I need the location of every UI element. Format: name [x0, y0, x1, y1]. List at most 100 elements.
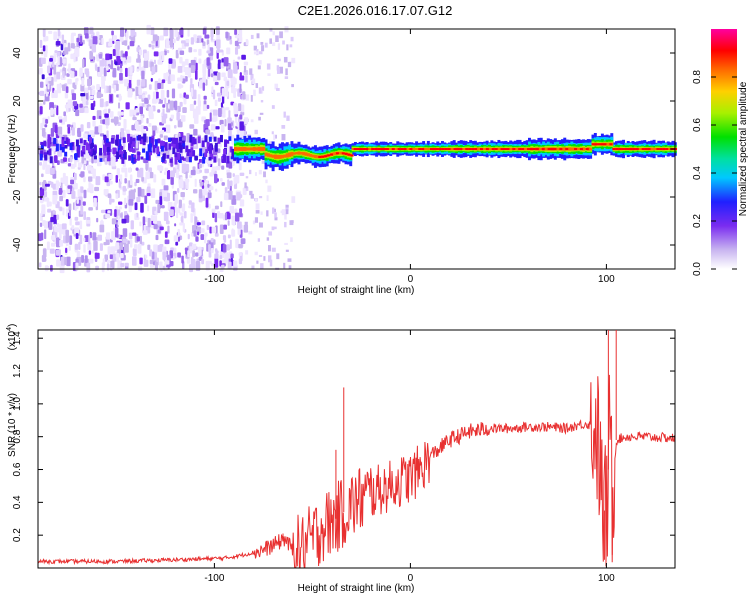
- spectrogram-ridge-cell: [85, 144, 89, 151]
- spectrogram-noise-cell: [168, 58, 173, 64]
- spectrogram-noise-cell: [176, 37, 180, 41]
- spectrogram-noise-cell: [67, 185, 73, 189]
- spectrogram-ridge-cell: [80, 150, 84, 157]
- spectrogram-ridge-core: [494, 148, 498, 151]
- spectrogram-ridge-cell: [228, 136, 232, 141]
- spectrogram-noise-cell: [91, 85, 96, 90]
- spectrogram-sparse-cell: [268, 245, 271, 252]
- spectrogram-noise-cell: [201, 220, 206, 226]
- spectrogram-noise-cell: [242, 91, 246, 100]
- spectrogram-noise-cell: [239, 75, 245, 81]
- spectrogram-sparse-cell: [244, 182, 247, 187]
- spectrogram-ridge: [39, 132, 678, 172]
- spectrogram-ridge-cell: [61, 139, 65, 147]
- spectrogram-sparse-cell: [285, 68, 288, 76]
- spectrogram-noise-cell: [41, 127, 46, 137]
- spectrogram-y-tick-label: 40: [12, 47, 23, 59]
- spectrogram-sparse-cell: [251, 265, 255, 269]
- spectrogram-noise-cell: [208, 244, 211, 252]
- spectrogram-noise-cell: [226, 211, 231, 220]
- spectrogram-ridge-cell: [81, 146, 85, 152]
- spectrogram-sparse-cell: [254, 217, 259, 223]
- spectrogram-noise-cell: [214, 248, 218, 252]
- spectrogram-noise-cell: [170, 114, 175, 119]
- spectrogram-noise-cell: [233, 260, 238, 267]
- spectrogram-noise-cell: [43, 52, 48, 58]
- spectrogram-sparse-cell: [245, 186, 249, 191]
- spectrogram-ridge-cell: [156, 146, 160, 155]
- spectrogram-sparse-cell: [266, 210, 269, 217]
- spectrogram-ridge-cell: [509, 147, 513, 151]
- spectrogram-noise-cell: [191, 202, 195, 213]
- spectrogram-ridge-cell: [172, 147, 176, 155]
- spectrogram-ridge-cell: [53, 137, 57, 144]
- spectrogram-noise-cell: [233, 102, 237, 109]
- spectrogram-noise-cell: [171, 88, 176, 99]
- spectrogram-noise-cell: [38, 233, 42, 242]
- spectrogram-noise-cell: [159, 134, 164, 138]
- spectrogram-noise-cell: [220, 201, 223, 208]
- spectrogram-noise-cell: [52, 183, 57, 190]
- spectrogram-noise-cell: [183, 98, 187, 105]
- spectrogram-noise-cell: [70, 43, 75, 49]
- spectrogram-noise-cell: [223, 192, 229, 201]
- spectrogram-ridge-core: [500, 148, 504, 151]
- spectrogram-ridge-cell: [266, 153, 270, 157]
- spectrogram-noise-cell: [92, 120, 96, 127]
- spectrogram-noise-cell: [239, 114, 243, 120]
- spectrogram-noise-cell: [202, 175, 208, 179]
- spectrogram-noise-cell: [139, 235, 143, 245]
- spectrogram-noise-cell: [74, 243, 79, 250]
- spectrogram-ridge-cell: [182, 143, 186, 147]
- spectrogram-noise-cell: [160, 51, 165, 56]
- spectrogram-ridge-cell: [189, 134, 193, 143]
- spectrogram-sparse-cell: [248, 231, 253, 235]
- spectrogram-sparse-cell: [261, 45, 265, 52]
- spectrogram-noise-cell: [65, 199, 69, 207]
- spectrogram-ridge-cell: [187, 149, 191, 153]
- spectrogram-noise-cell: [195, 260, 201, 271]
- spectrogram-noise-cell: [118, 93, 122, 102]
- spectrogram-noise-cell: [119, 63, 123, 69]
- spectrogram-noise-cell: [190, 78, 193, 85]
- spectrogram-noise-cell: [199, 169, 203, 173]
- spectrogram-noise-cell: [217, 158, 221, 169]
- spectrogram-noise-cell: [200, 228, 205, 233]
- snr-x-tick-label: -100: [204, 573, 224, 584]
- spectrogram-sparse-cell: [289, 44, 293, 48]
- spectrogram-noise-cell: [118, 206, 122, 210]
- spectrogram-sparse-cell: [285, 205, 289, 208]
- spectrogram-noise-cell: [138, 85, 143, 95]
- spectrogram-noise-cell: [67, 99, 73, 107]
- spectrogram-noise-cell: [160, 89, 165, 100]
- spectrogram-noise-cell: [143, 60, 149, 69]
- spectrogram-noise-cell: [198, 163, 202, 169]
- spectrogram-noise-cell: [154, 210, 158, 215]
- spectrogram-ridge-cell: [281, 154, 284, 159]
- spectrogram-noise-cell: [54, 124, 58, 134]
- spectrogram-noise-cell: [189, 264, 193, 273]
- spectrogram-noise-cell: [50, 217, 54, 223]
- spectrogram-noise-cell: [49, 248, 55, 254]
- spectrogram-y-tick-label: 0: [12, 146, 23, 152]
- spectrogram-noise-cell: [45, 183, 50, 187]
- spectrogram-ridge-core: [603, 143, 607, 146]
- spectrogram-ridge-cell: [230, 156, 234, 160]
- spectrogram-ridge-cell: [666, 148, 670, 150]
- spectrogram-noise-cell: [85, 92, 89, 100]
- spectrogram-noise-cell: [210, 37, 214, 41]
- spectrogram-ridge-core: [532, 148, 536, 151]
- spectrogram-noise-cell: [177, 83, 182, 89]
- spectrogram-noise-cell: [110, 118, 115, 123]
- spectrogram-ridge-cell: [497, 147, 501, 151]
- spectrogram-noise-cell: [209, 226, 212, 234]
- spectrogram-sparse-cell: [265, 179, 268, 184]
- spectrogram-noise-cell: [76, 37, 80, 43]
- spectrogram-sparse-cell: [255, 83, 259, 89]
- spectrogram-ridge-cell: [177, 152, 181, 160]
- spectrogram-ridge-core: [626, 148, 630, 151]
- spectrogram-y-tick-label: -20: [12, 189, 23, 204]
- spectrogram-noise-cell: [75, 109, 80, 117]
- spectrogram-noise-cell: [139, 106, 143, 115]
- spectrogram-ridge-core: [318, 155, 322, 158]
